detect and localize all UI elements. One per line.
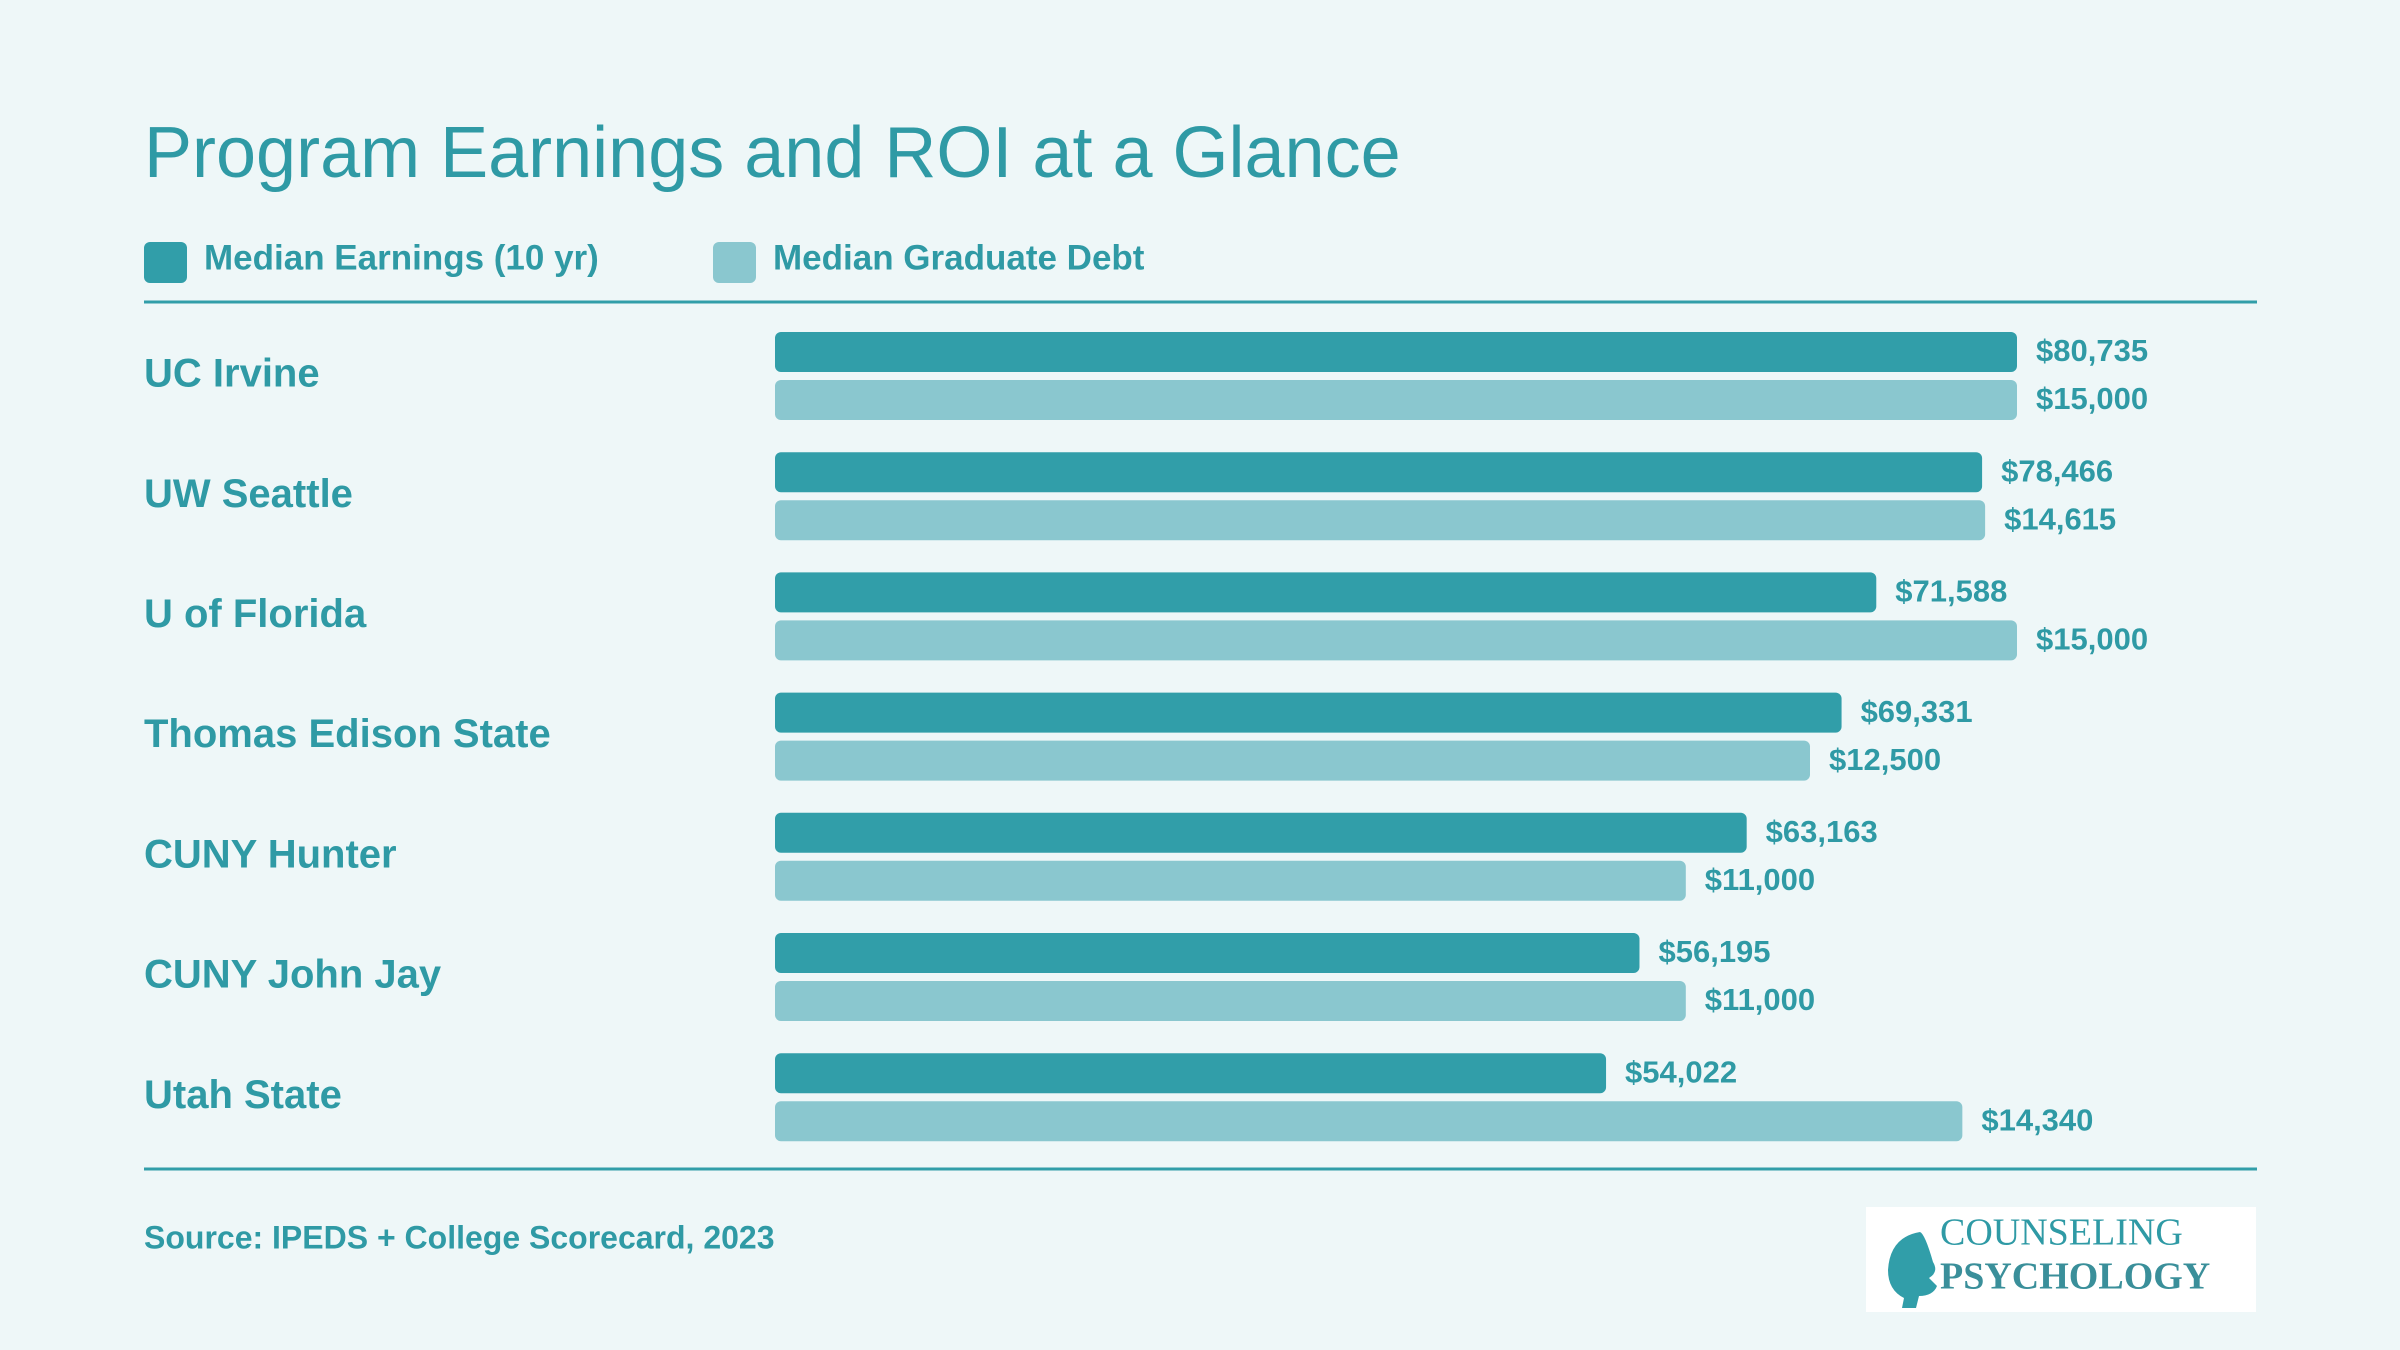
value-label: $15,000 [2036, 381, 2148, 416]
value-label: $12,500 [1829, 742, 1941, 777]
logo-text: COUNSELING [1940, 1212, 2183, 1254]
value-label: $69,331 [1861, 694, 1973, 729]
category-label: CUNY John Jay [144, 953, 442, 997]
value-label: $14,615 [2004, 501, 2116, 536]
legend-label: Median Earnings (10 yr) [204, 238, 599, 277]
logo-text: PSYCHOLOGY [1940, 1256, 2210, 1298]
bar [775, 740, 1810, 781]
value-label: $54,022 [1625, 1054, 1737, 1089]
bar [775, 332, 2017, 372]
bar [775, 860, 1686, 901]
legend-swatch [713, 242, 756, 283]
source: Source: IPEDS + College Scorecard, 2023 [144, 1219, 775, 1255]
legend-swatch [144, 242, 187, 283]
value-label: $56,195 [1658, 934, 1770, 969]
bar [775, 812, 1747, 853]
value-label: $11,000 [1705, 982, 1815, 1017]
category-label: Thomas Edison State [144, 712, 551, 756]
value-label: $15,000 [2036, 622, 2148, 657]
bar [775, 1101, 1963, 1142]
value-label: $14,340 [1981, 1102, 2093, 1137]
bar [775, 572, 1877, 613]
bar [775, 452, 1983, 493]
value-label: $63,163 [1766, 814, 1878, 849]
bar [775, 500, 1986, 541]
bar [775, 380, 2017, 420]
category-label: UW Seattle [144, 472, 353, 516]
value-label: $80,735 [2036, 333, 2148, 368]
bar [775, 692, 1842, 733]
category-label: U of Florida [144, 592, 367, 636]
category-label: UC Irvine [144, 352, 320, 396]
bar [775, 1053, 1607, 1094]
logo-icon [1888, 1232, 1937, 1308]
category-label: CUNY Hunter [144, 832, 397, 876]
value-label: $11,000 [1705, 862, 1815, 897]
value-label: $78,466 [2001, 453, 2113, 488]
bar [775, 981, 1686, 1021]
value-label: $71,588 [1895, 574, 2007, 609]
bar [775, 933, 1640, 973]
category-label: Utah State [144, 1073, 342, 1117]
logo: COUNSELING PSYCHOLOGY [1866, 1207, 2256, 1312]
chart-title: Program Earnings and ROI at a Glance [144, 113, 1401, 193]
legend-label: Median Graduate Debt [773, 238, 1145, 277]
bar [775, 620, 2017, 661]
